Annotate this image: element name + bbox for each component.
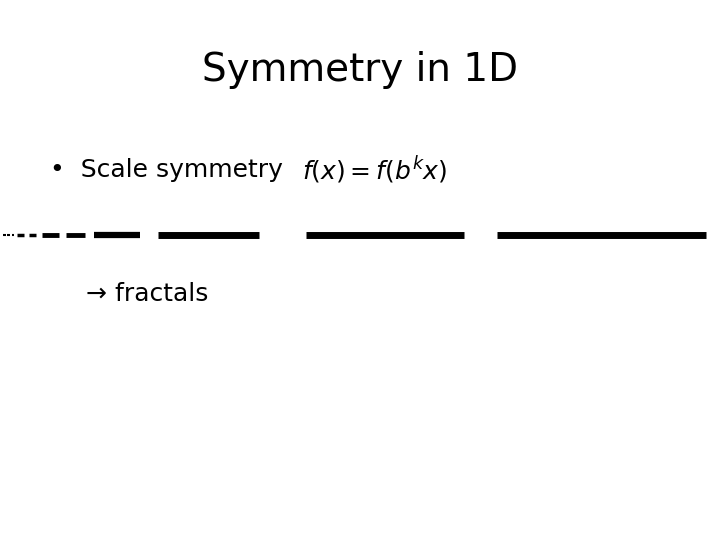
Text: $\mathit{f(x)=f(b^{k}x)}$: $\mathit{f(x)=f(b^{k}x)}$	[302, 154, 448, 186]
Text: Symmetry in 1D: Symmetry in 1D	[202, 51, 518, 89]
Text: •  Scale symmetry: • Scale symmetry	[50, 158, 283, 182]
Text: → fractals: → fractals	[86, 282, 209, 306]
